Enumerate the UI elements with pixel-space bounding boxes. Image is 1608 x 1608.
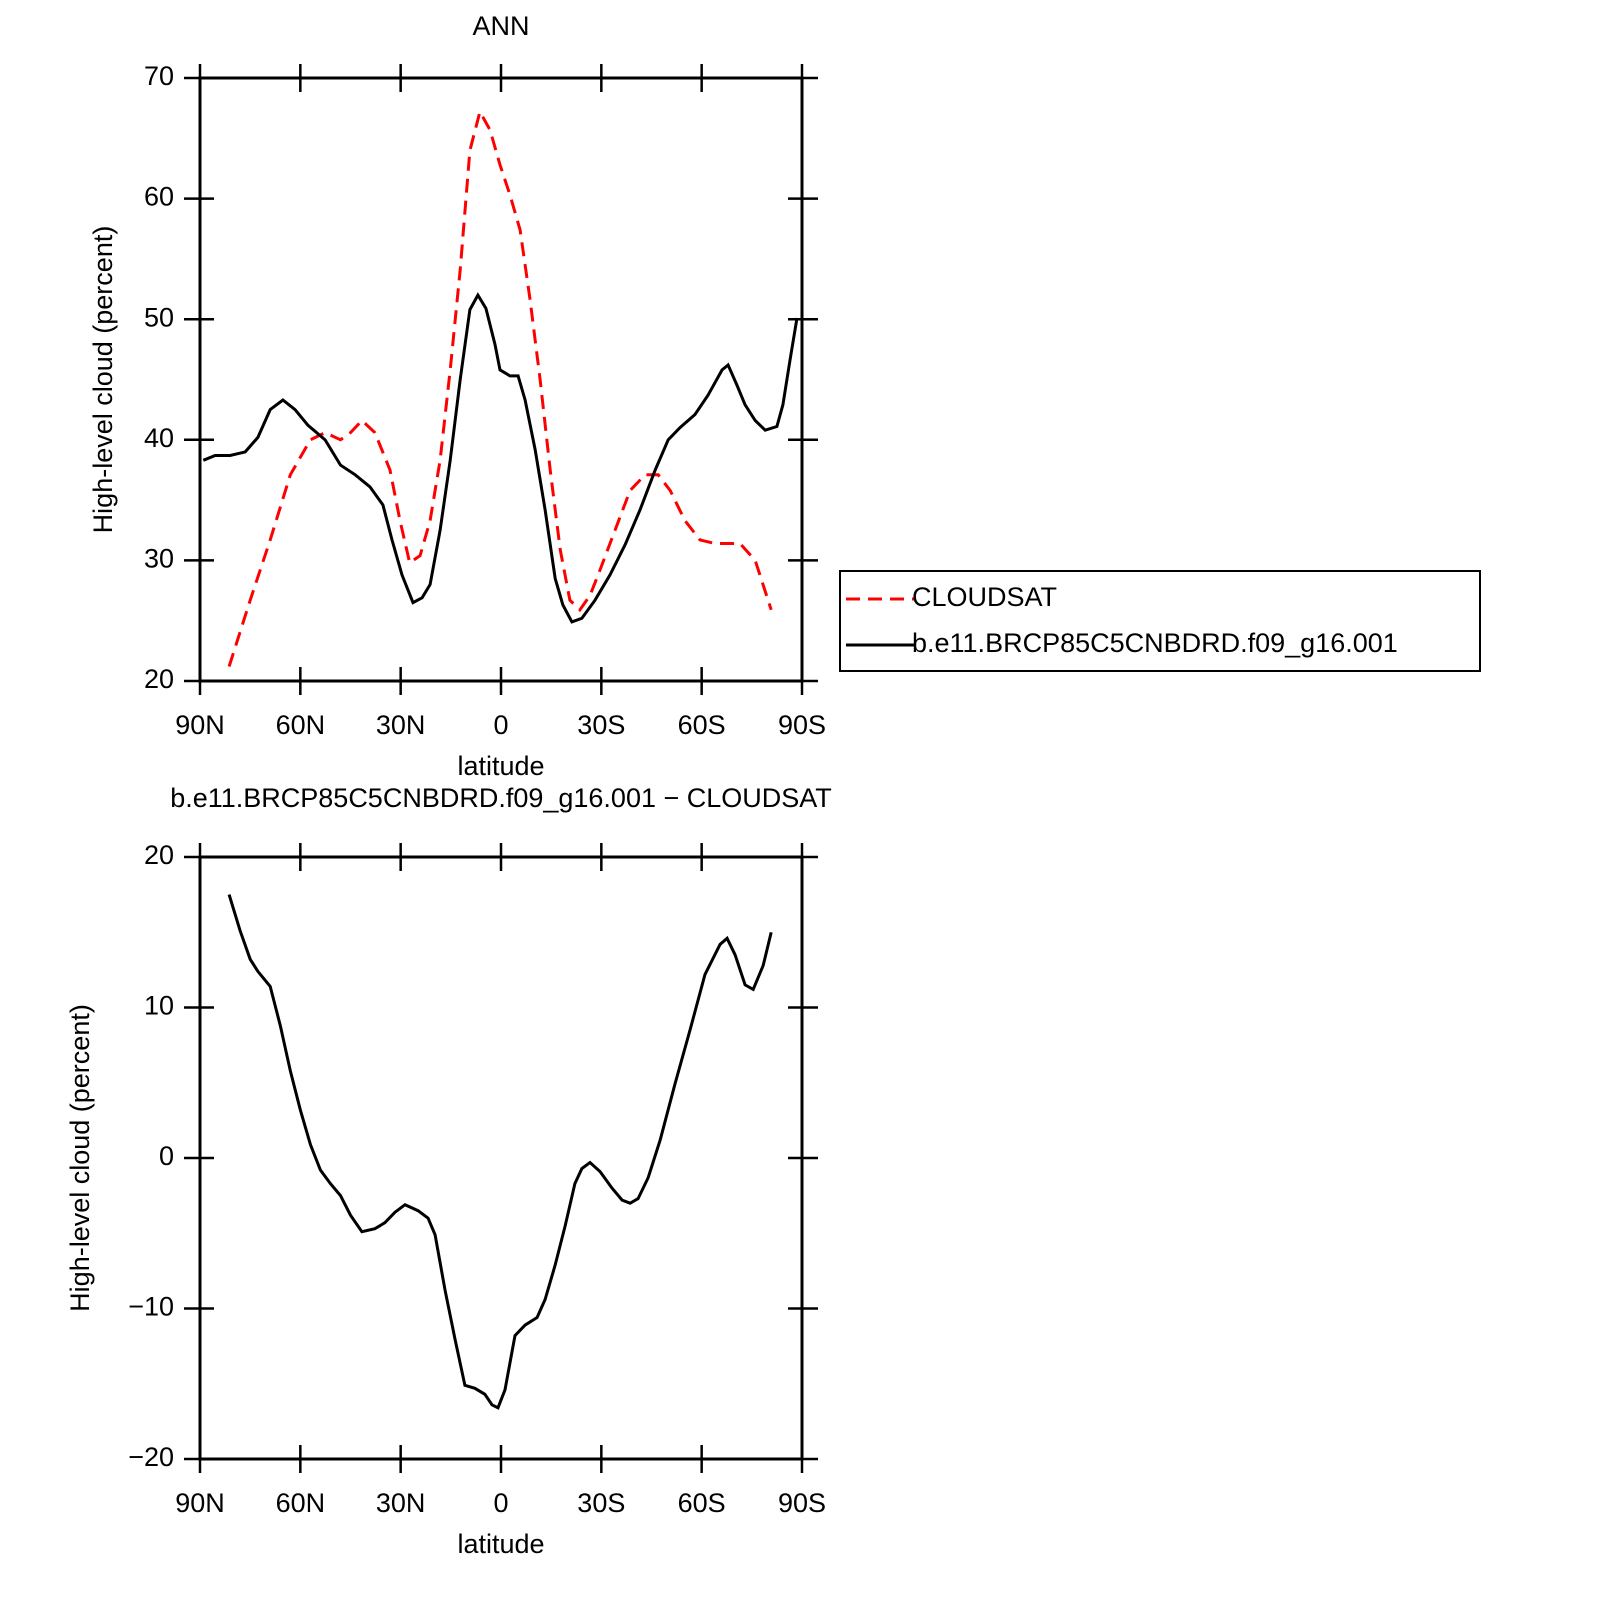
y-tick-label: 20 xyxy=(144,840,174,870)
x-tick-label: 90N xyxy=(175,710,225,740)
x-tick-label: 90S xyxy=(778,710,826,740)
y-tick-label: −20 xyxy=(128,1442,174,1472)
chart-title: ANN xyxy=(472,11,529,41)
y-tick-label: 0 xyxy=(159,1141,174,1171)
x-tick-label: 60S xyxy=(678,710,726,740)
data-line xyxy=(227,894,773,1410)
x-tick-label: 30N xyxy=(376,1488,426,1518)
x-tick-label: 0 xyxy=(493,710,508,740)
data-line xyxy=(227,107,773,667)
y-tick-label: 20 xyxy=(144,664,174,694)
x-axis-label: latitude xyxy=(457,1529,544,1559)
y-tick-label: 30 xyxy=(144,544,174,574)
y-axis-label: High-level cloud (percent) xyxy=(65,1004,95,1312)
legend-label: b.e11.BRCP85C5CNBDRD.f09_g16.001 xyxy=(912,628,1398,658)
plot-frame xyxy=(198,76,804,683)
x-tick-label: 60S xyxy=(678,1488,726,1518)
x-tick-label: 60N xyxy=(276,710,326,740)
x-tick-label: 60N xyxy=(276,1488,326,1518)
y-tick-label: 70 xyxy=(144,61,174,91)
legend-box xyxy=(839,570,1481,672)
y-tick-label: −10 xyxy=(128,1292,174,1322)
x-tick-label: 30S xyxy=(577,710,625,740)
x-tick-label: 0 xyxy=(493,1488,508,1518)
x-tick-label: 30S xyxy=(577,1488,625,1518)
chart-title: b.e11.BRCP85C5CNBDRD.f09_g16.001 − CLOUD… xyxy=(170,783,832,813)
x-tick-label: 90S xyxy=(778,1488,826,1518)
x-axis-label: latitude xyxy=(457,751,544,781)
x-tick-label: 90N xyxy=(175,1488,225,1518)
y-tick-label: 50 xyxy=(144,302,174,332)
y-tick-label: 40 xyxy=(144,423,174,453)
y-tick-label: 10 xyxy=(144,991,174,1021)
data-line xyxy=(202,292,799,624)
y-tick-label: 60 xyxy=(144,182,174,212)
y-axis-label: High-level cloud (percent) xyxy=(88,226,118,534)
legend-label: CLOUDSAT xyxy=(912,582,1057,612)
plot-frame xyxy=(198,855,804,1461)
x-tick-label: 30N xyxy=(376,710,426,740)
